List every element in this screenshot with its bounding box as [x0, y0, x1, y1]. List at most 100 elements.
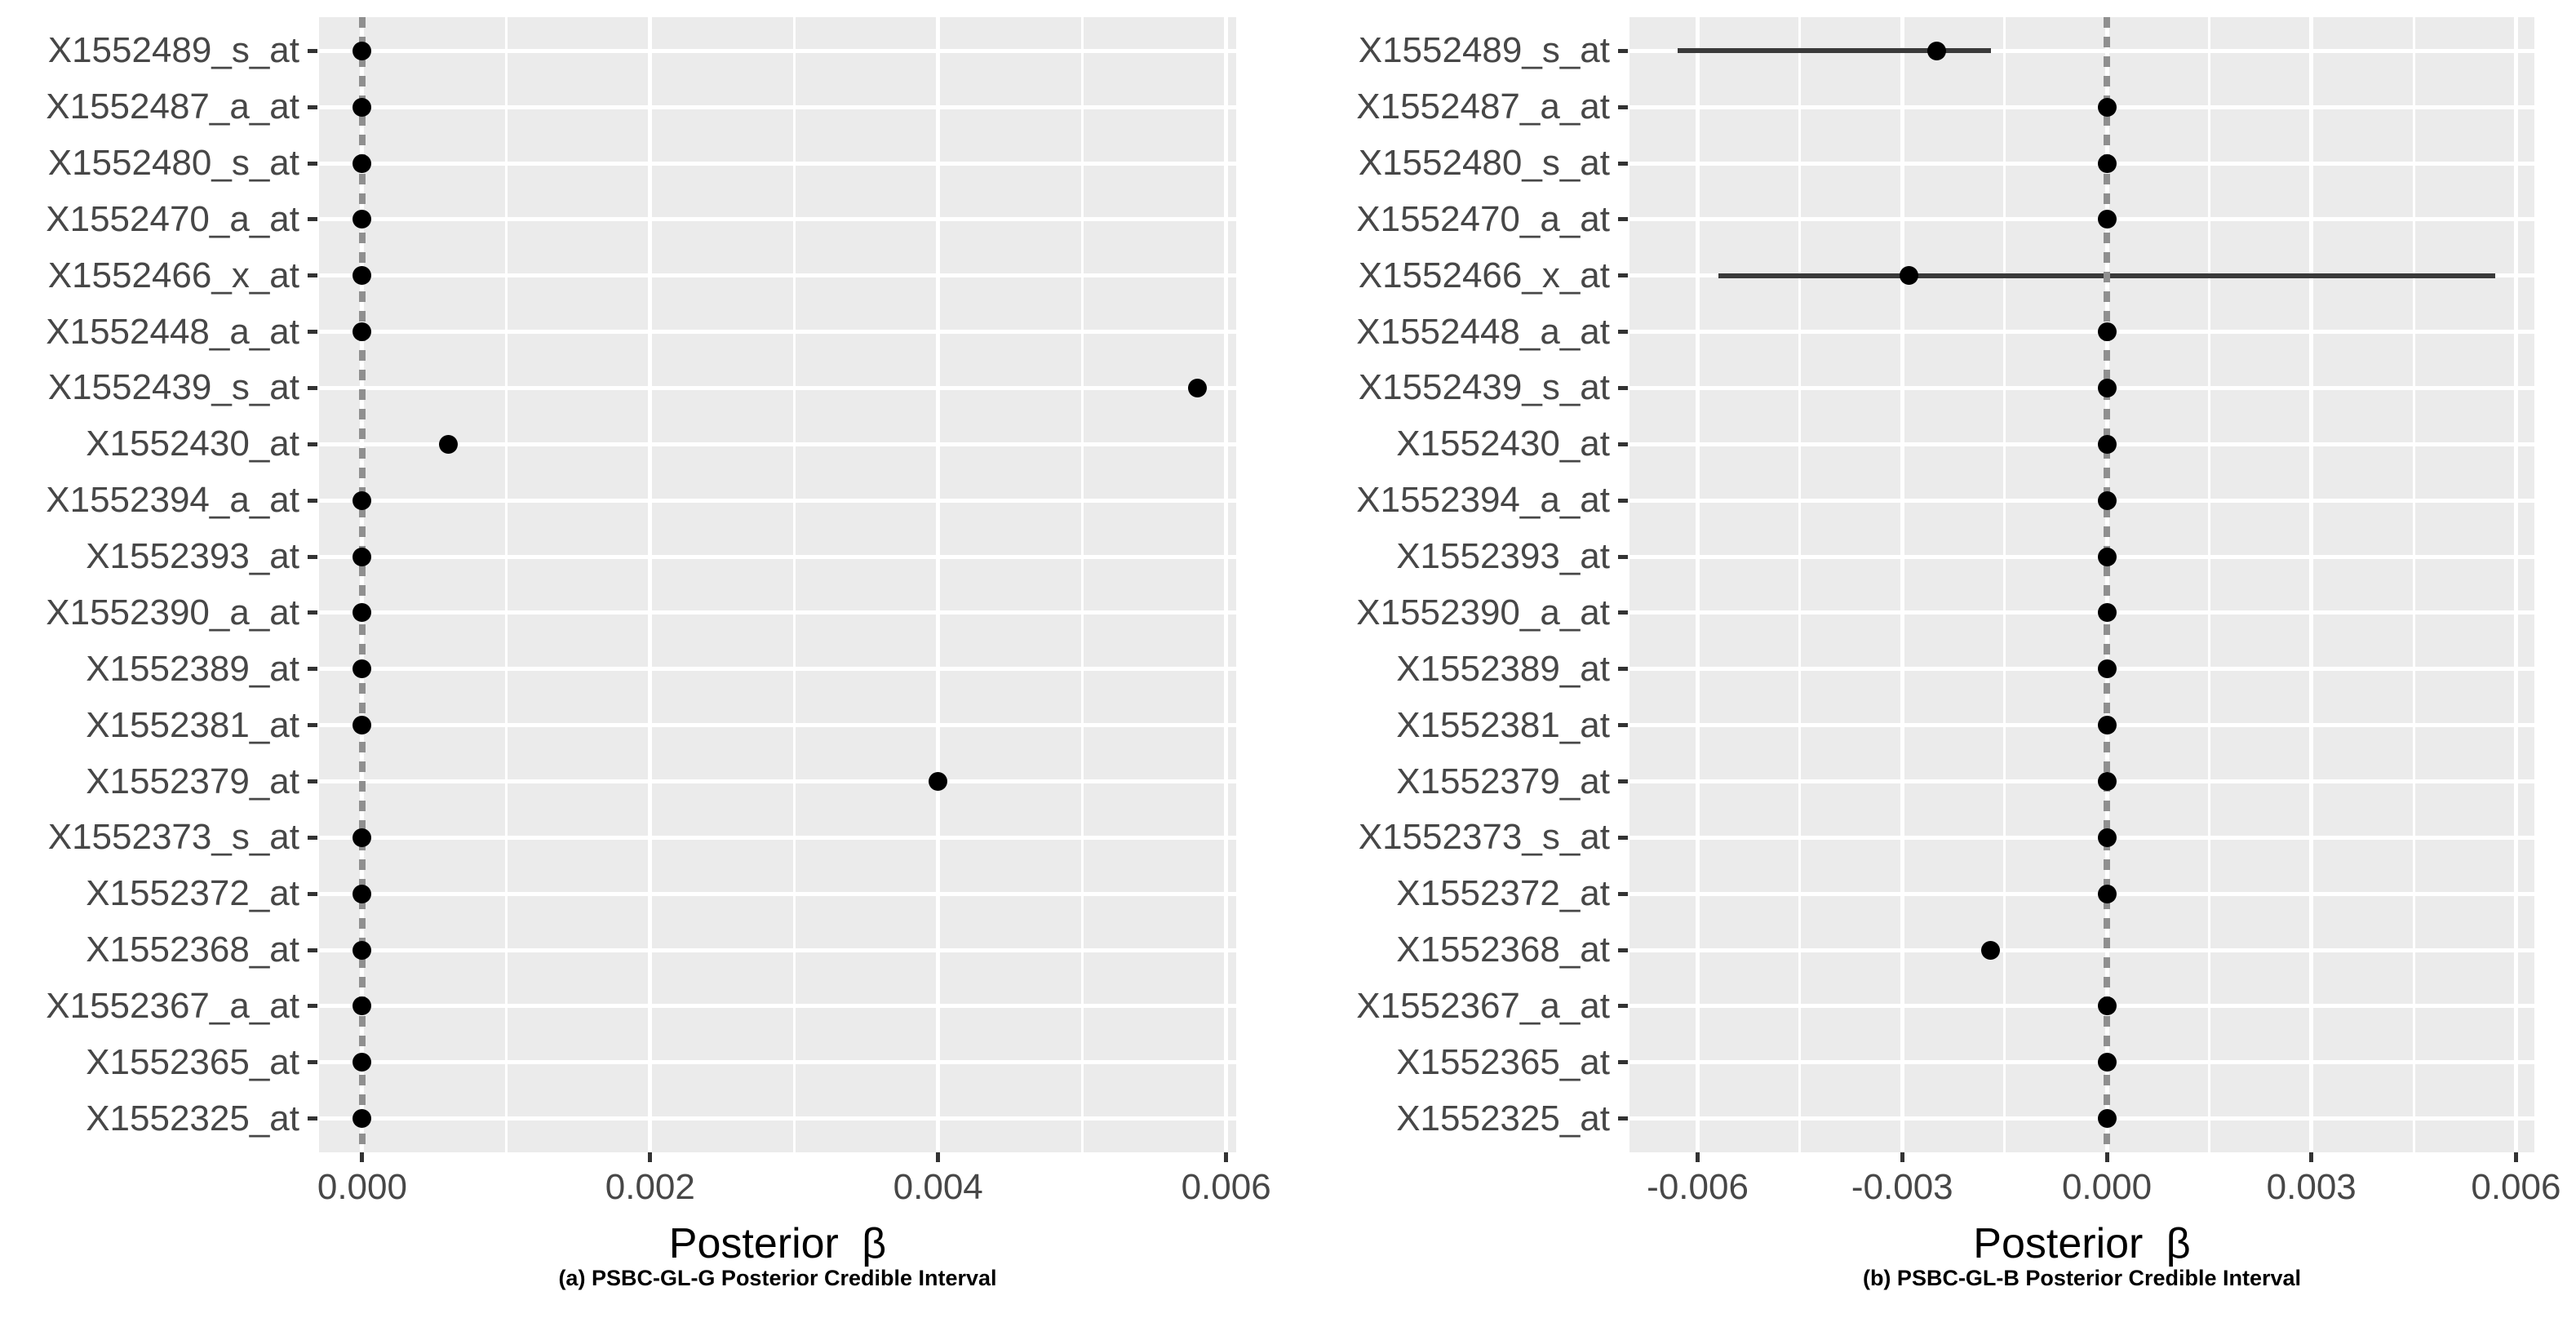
- y-axis-tick-label: X1552430_at: [1396, 424, 1610, 464]
- row-gridline: [1629, 554, 2534, 559]
- y-axis-tick: [308, 667, 317, 672]
- row-gridline: [1629, 610, 2534, 615]
- posterior-mean-point: [1926, 41, 1946, 60]
- posterior-mean-point: [352, 1053, 372, 1072]
- x-axis-tick: [1224, 1152, 1229, 1162]
- credible-interval-bar: [1677, 48, 1991, 54]
- x-axis-tick-label: 0.004: [893, 1167, 983, 1207]
- row-gridline: [319, 610, 1236, 615]
- y-axis-tick: [308, 554, 317, 559]
- row-gridline: [319, 667, 1236, 672]
- row-gridline: [319, 723, 1236, 728]
- y-axis-tick-label: X1552368_at: [1396, 930, 1610, 970]
- major-gridline-v: [1900, 17, 1904, 1152]
- major-gridline-v: [2513, 17, 2518, 1152]
- row-gridline: [319, 48, 1236, 53]
- row-gridline: [1629, 330, 2534, 335]
- posterior-mean-point: [352, 266, 372, 286]
- posterior-mean-point: [2097, 322, 2117, 342]
- posterior-mean-point: [2097, 659, 2117, 679]
- major-gridline-v: [2309, 17, 2314, 1152]
- y-axis-tick-label: X1552390_a_at: [1356, 592, 1610, 632]
- posterior-mean-point: [2097, 378, 2117, 397]
- y-axis-tick: [308, 273, 317, 278]
- row-gridline: [1629, 1060, 2534, 1065]
- x-axis-tick: [648, 1152, 653, 1162]
- y-axis-tick: [1618, 385, 1628, 390]
- posterior-mean-point: [352, 828, 372, 847]
- y-axis-tick: [308, 1004, 317, 1009]
- row-gridline: [1629, 48, 2534, 53]
- y-axis-tick-label: X1552325_at: [1396, 1098, 1610, 1138]
- row-gridline: [1629, 835, 2534, 840]
- posterior-mean-point: [352, 1109, 372, 1129]
- y-axis-tick-label: X1552470_a_at: [46, 198, 299, 239]
- x-axis-tick: [360, 1152, 365, 1162]
- posterior-mean-point: [352, 659, 372, 679]
- y-axis-tick: [308, 498, 317, 503]
- y-axis-tick-label: X1552487_a_at: [1356, 87, 1610, 127]
- y-axis-tick: [308, 610, 317, 615]
- y-axis-tick-label: X1552480_s_at: [47, 143, 299, 184]
- x-axis-tick-label: -0.003: [1851, 1167, 1953, 1207]
- x-axis-title: Posterior β: [1973, 1220, 2191, 1267]
- row-gridline: [319, 1004, 1236, 1009]
- y-axis-tick: [308, 1116, 317, 1121]
- x-axis-tick-label: 0.006: [2471, 1167, 2561, 1207]
- posterior-mean-point: [1900, 266, 1919, 286]
- y-axis-tick: [1618, 442, 1628, 446]
- row-gridline: [319, 498, 1236, 503]
- minor-gridline-v: [2207, 17, 2210, 1152]
- row-gridline: [1629, 217, 2534, 222]
- y-axis-tick-label: X1552480_s_at: [1358, 143, 1610, 184]
- y-axis-tick: [308, 835, 317, 840]
- row-gridline: [1629, 498, 2534, 503]
- posterior-mean-point: [2097, 716, 2117, 735]
- row-gridline: [319, 1116, 1236, 1121]
- y-axis-tick-label: X1552439_s_at: [1358, 367, 1610, 408]
- y-axis-tick: [1618, 554, 1628, 559]
- row-gridline: [1629, 385, 2534, 390]
- posterior-mean-point: [439, 434, 459, 454]
- figure-caption: (b) PSBC-GL-B Posterior Credible Interva…: [1862, 1266, 2302, 1290]
- minor-gridline-v: [792, 17, 796, 1152]
- y-axis-tick-label: X1552381_at: [86, 704, 299, 745]
- y-axis-tick-label: X1552470_a_at: [1356, 198, 1610, 239]
- y-axis-tick-label: X1552393_at: [86, 536, 299, 577]
- y-axis-tick: [308, 385, 317, 390]
- y-axis-tick-label: X1552394_a_at: [46, 480, 299, 521]
- y-axis-tick: [1618, 330, 1628, 335]
- y-axis-tick-label: X1552365_at: [1396, 1041, 1610, 1082]
- y-axis-tick-label: X1552390_a_at: [46, 592, 299, 632]
- row-gridline: [319, 1060, 1236, 1065]
- row-gridline: [319, 779, 1236, 783]
- posterior-mean-point: [2097, 1053, 2117, 1072]
- posterior-mean-point: [2097, 153, 2117, 173]
- posterior-mean-point: [352, 153, 372, 173]
- row-gridline: [319, 835, 1236, 840]
- major-gridline-v: [936, 17, 941, 1152]
- posterior-mean-point: [352, 547, 372, 566]
- y-axis-tick-label: X1552381_at: [1396, 704, 1610, 745]
- posterior-mean-point: [2097, 490, 2117, 510]
- y-axis-tick-label: X1552389_at: [1396, 648, 1610, 689]
- y-axis-tick: [308, 1060, 317, 1065]
- y-axis-tick: [308, 891, 317, 896]
- posterior-mean-point: [352, 97, 372, 117]
- row-gridline: [1629, 1004, 2534, 1009]
- y-axis-tick-label: X1552487_a_at: [46, 87, 299, 127]
- y-axis-tick: [1618, 48, 1628, 53]
- posterior-mean-point: [2097, 884, 2117, 903]
- posterior-mean-point: [2097, 996, 2117, 1016]
- x-axis-tick-label: 0.003: [2266, 1167, 2357, 1207]
- posterior-mean-point: [352, 210, 372, 229]
- row-gridline: [1629, 779, 2534, 783]
- y-axis-tick-label: X1552489_s_at: [47, 30, 299, 71]
- y-axis-tick: [308, 48, 317, 53]
- x-axis-tick: [2309, 1152, 2314, 1162]
- y-axis-tick-label: X1552466_x_at: [1358, 255, 1610, 295]
- posterior-mean-point: [352, 884, 372, 903]
